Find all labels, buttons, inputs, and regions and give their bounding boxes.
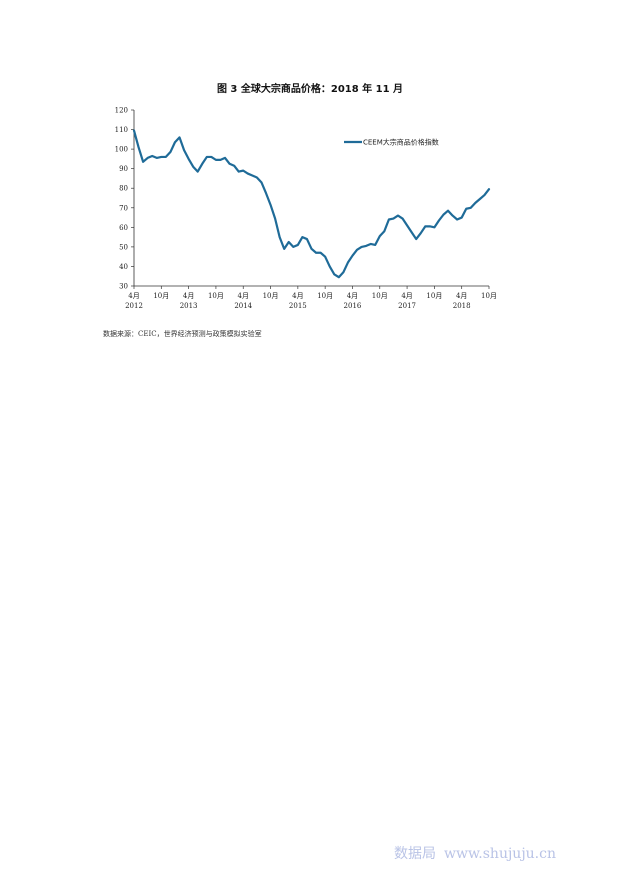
x-tick-label: 4月: [128, 292, 139, 300]
x-tick-label: 4月: [183, 292, 194, 300]
y-tick-label: 70: [119, 204, 128, 212]
legend-label: CEEM大宗商品价格指数: [363, 138, 439, 147]
y-tick-label: 90: [119, 165, 128, 173]
x-tick-label: 4月: [456, 292, 467, 300]
x-tick-label: 10月: [263, 292, 279, 300]
chart-axes: [133, 110, 489, 287]
y-tick-label: 100: [115, 146, 128, 154]
x-tick-year-label: 2015: [289, 302, 307, 310]
source-note: 数据来源：CEIC，世界经济预测与政策模拟实验室: [103, 330, 262, 338]
y-tick-label: 120: [115, 107, 128, 115]
y-tick-label: 30: [119, 283, 128, 291]
y-tick-label: 80: [119, 185, 128, 193]
x-tick-year-label: 2018: [453, 302, 471, 310]
x-tick-year-label: 2013: [180, 302, 198, 310]
x-tick-label: 4月: [347, 292, 358, 300]
x-tick-label: 10月: [481, 292, 497, 300]
x-tick-label: 4月: [292, 292, 303, 300]
x-tick-year-label: 2017: [398, 302, 416, 310]
x-tick-label: 10月: [317, 292, 333, 300]
x-tick-label: 4月: [401, 292, 412, 300]
x-tick-year-label: 2014: [234, 302, 252, 310]
series-group: [132, 129, 491, 279]
y-tick-label: 110: [115, 126, 128, 134]
x-axis-ticks: 4月 2012 10月 4月 2013 10月 4月 2014 10月 4月 2015 10月 4月 20…: [125, 286, 497, 310]
y-axis-ticks: 30 40 50 60 70 80 90 100 110 120: [115, 107, 134, 291]
x-tick-label: 4月: [237, 292, 248, 300]
line-chart: 30 40 50 60 70 80 90 100 110 120 4月 2012 10月 4月 2013 1…: [115, 107, 497, 311]
watermark: 数据局 www.shujuju.cn: [394, 843, 556, 863]
y-tick-label: 50: [119, 243, 128, 251]
x-tick-label: 10月: [208, 292, 224, 300]
x-tick-year-label: 2012: [125, 302, 143, 310]
chart-title: 图 3 全球大宗商品价格：2018 年 11 月: [216, 84, 404, 95]
y-tick-label: 40: [119, 263, 128, 271]
x-tick-label: 10月: [426, 292, 442, 300]
chart-legend: CEEM大宗商品价格指数: [344, 138, 439, 147]
x-tick-year-label: 2016: [344, 302, 362, 310]
series-line: [132, 129, 491, 279]
x-tick-label: 10月: [372, 292, 388, 300]
watermark-url: www.shujuju.cn: [444, 846, 556, 862]
x-tick-label: 10月: [153, 292, 169, 300]
y-tick-label: 60: [119, 224, 128, 232]
watermark-cn: 数据局: [394, 846, 436, 862]
